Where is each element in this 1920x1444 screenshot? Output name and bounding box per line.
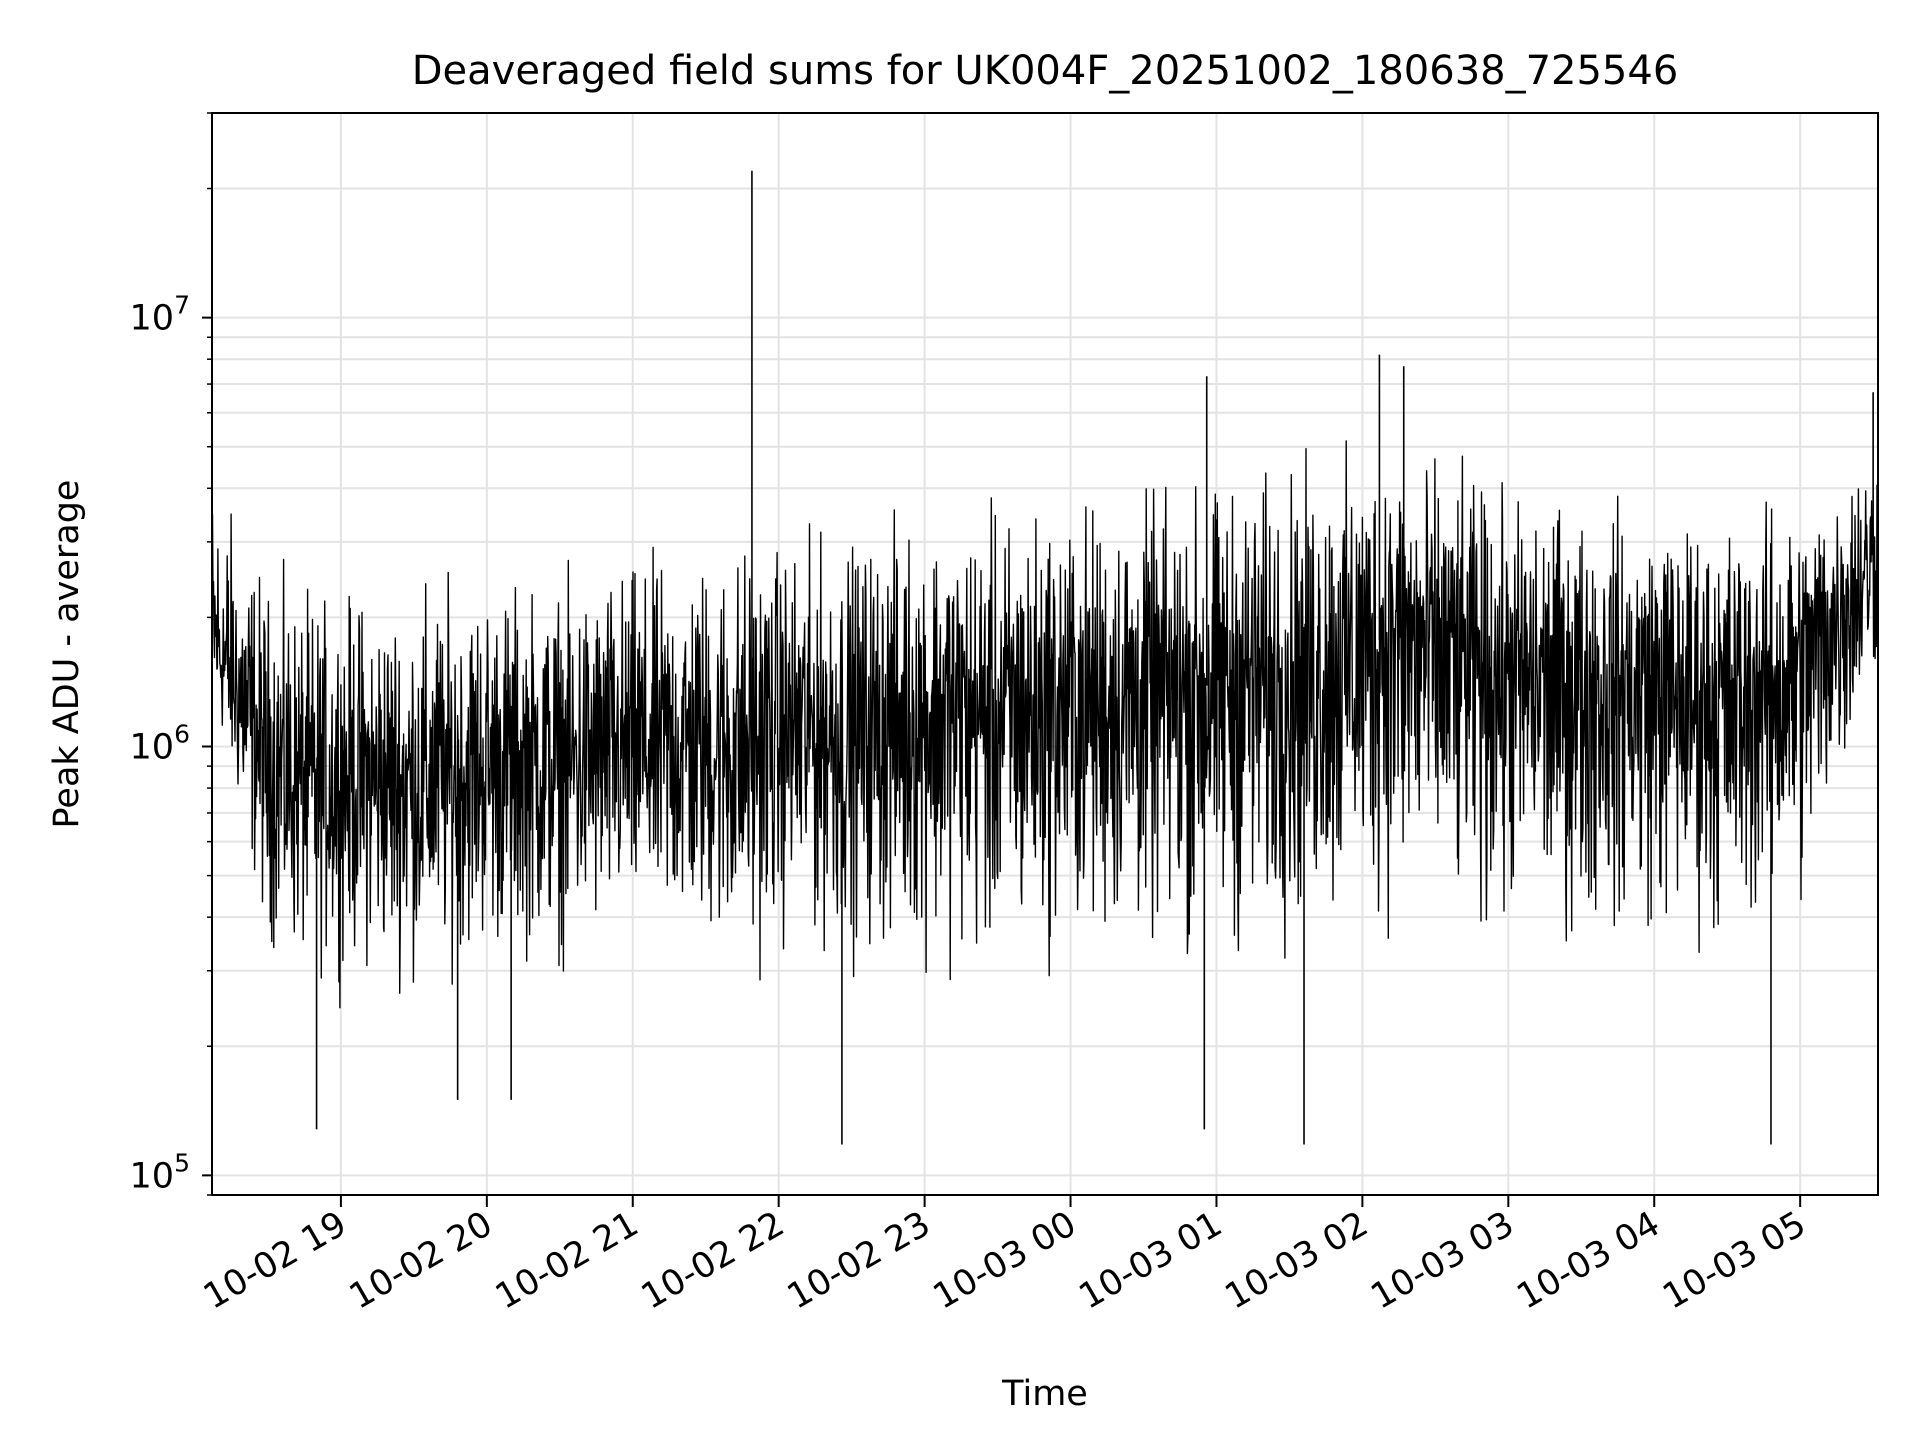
x-axis-label: Time [1001, 1374, 1088, 1414]
x-tick-label: 10-03 02 [1219, 1204, 1375, 1317]
x-tick-label: 10-03 05 [1656, 1204, 1812, 1317]
y-tick-exponent: 7 [174, 291, 190, 320]
y-tick-exponent: 5 [174, 1148, 190, 1177]
y-tick-label: 10 [129, 728, 174, 768]
y-tick-label: 10 [129, 1156, 174, 1196]
plot-frame [211, 112, 1879, 1196]
x-tick-label: 10-02 22 [635, 1204, 791, 1317]
y-tick-base: 10 [129, 299, 174, 339]
x-tick-label: 10-03 04 [1510, 1204, 1666, 1317]
x-tick-label: 10-03 03 [1365, 1204, 1521, 1317]
x-tick-label: 10-02 19 [197, 1204, 353, 1317]
y-tick-base: 10 [129, 1156, 174, 1196]
y-axis-label: Peak ADU - average [47, 480, 87, 829]
x-tick-label: 10-02 20 [343, 1204, 499, 1317]
y-tick-label: 10 [129, 299, 174, 339]
y-tick-base: 10 [129, 728, 174, 768]
x-tick-label: 10-02 23 [781, 1204, 937, 1317]
y-tick-exponent: 6 [174, 720, 190, 749]
x-tick-label: 10-03 00 [927, 1204, 1083, 1317]
x-tick-label: 10-02 21 [489, 1204, 645, 1317]
series-layer [211, 170, 1879, 1145]
series-line [211, 440, 1879, 1009]
x-tick-label: 10-03 01 [1073, 1204, 1229, 1317]
chart-title: Deaveraged field sums for UK004F_2025100… [412, 48, 1679, 94]
